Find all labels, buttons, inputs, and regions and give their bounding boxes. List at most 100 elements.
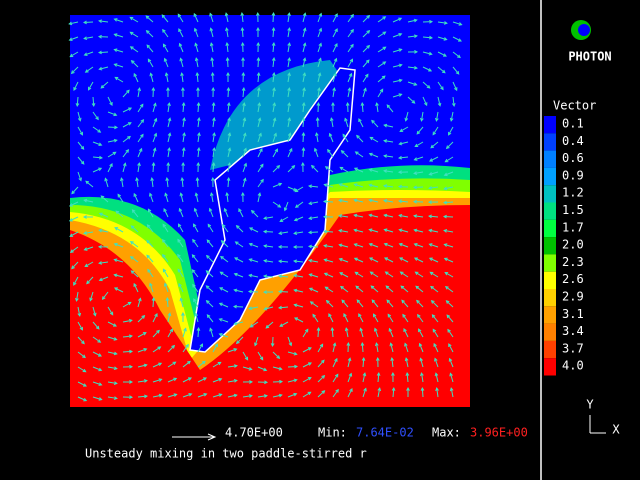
vector-arrow	[257, 88, 260, 98]
legend-swatch	[544, 150, 556, 168]
vector-arrow	[384, 257, 394, 263]
vector-arrow	[197, 343, 203, 353]
vector-arrow	[227, 163, 231, 173]
legend-swatch	[544, 167, 556, 186]
vector-arrow-head	[366, 29, 371, 34]
vector-arrow-head	[138, 147, 143, 152]
vector-arrow-head	[211, 86, 216, 91]
vector-arrow	[329, 133, 334, 143]
vector-arrow-head	[122, 162, 127, 167]
vector-arrow	[370, 271, 379, 278]
legend-swatch	[544, 306, 556, 324]
vector-arrow	[450, 388, 454, 398]
vector-arrow	[448, 126, 454, 136]
vector-arrow-head	[98, 261, 103, 265]
vector-arrow-head	[287, 117, 292, 122]
vector-arrow	[164, 283, 169, 293]
vector-arrow	[374, 328, 379, 338]
vector-arrow	[417, 314, 424, 323]
vector-field	[68, 11, 463, 402]
vector-arrow	[264, 216, 274, 219]
vector-arrow	[227, 148, 231, 158]
vector-arrow	[114, 49, 124, 53]
legend-swatch	[544, 219, 556, 238]
vector-arrow	[219, 318, 229, 323]
vector-arrow	[419, 343, 424, 353]
vector-arrow-head	[385, 285, 390, 290]
vector-arrow-head	[109, 163, 113, 167]
vector-arrow	[302, 117, 305, 128]
vector-arrow	[242, 351, 249, 360]
vector-arrow	[362, 388, 367, 398]
vector-arrow-head	[205, 254, 210, 259]
vector-arrow	[332, 389, 339, 398]
vector-arrow	[345, 328, 349, 338]
vector-arrow-head	[415, 285, 420, 290]
vector-arrow	[166, 297, 169, 308]
vector-arrow	[137, 104, 144, 113]
vector-arrow-head	[302, 57, 307, 62]
vector-arrow	[107, 336, 117, 341]
vector-arrow-head	[414, 271, 419, 276]
vector-arrow	[151, 178, 154, 188]
vector-arrow-head	[399, 257, 403, 261]
vector-arrow-head	[383, 228, 388, 232]
vector-arrow	[400, 271, 409, 278]
vector-arrow-head	[301, 102, 306, 107]
vector-arrow-head	[382, 46, 387, 51]
vector-arrow-head	[129, 395, 134, 400]
vector-arrow-head	[383, 198, 388, 203]
vector-arrow-head	[73, 87, 77, 91]
vector-arrow-head	[177, 253, 181, 258]
vector-arrow	[132, 209, 139, 218]
vector-arrow-head	[432, 131, 437, 136]
vector-arrow	[197, 393, 207, 398]
vector-arrow-head	[113, 33, 118, 37]
vector-arrow-head	[443, 21, 448, 25]
vector-arrow-head	[329, 117, 334, 122]
vector-arrow-head	[163, 282, 168, 287]
vector-arrow-head	[302, 12, 307, 17]
vector-arrow-head	[167, 132, 172, 137]
vector-arrow-head	[98, 367, 103, 372]
field-region	[70, 205, 470, 407]
vector-arrow	[212, 378, 222, 383]
vector-arrow-head	[324, 286, 329, 291]
vector-arrow-head	[167, 117, 172, 122]
vector-arrow-head	[428, 186, 433, 190]
vector-arrow	[133, 193, 139, 203]
vector-arrow-head	[312, 313, 316, 318]
vector-arrow-head	[258, 132, 262, 137]
vector-arrow	[295, 201, 304, 208]
vector-arrow-head	[451, 102, 456, 107]
vector-arrow-head	[113, 273, 118, 278]
vector-arrow-head	[349, 387, 353, 392]
vector-arrow-head	[125, 148, 130, 153]
vector-arrow-head	[446, 314, 451, 319]
vector-arrow	[238, 208, 244, 218]
vector-arrow	[435, 111, 439, 121]
vector-arrow-head	[248, 273, 253, 278]
vector-arrow-head	[300, 161, 305, 166]
vector-arrow	[401, 299, 409, 308]
vector-arrow-head	[146, 239, 150, 244]
vector-arrow-head	[293, 351, 298, 356]
vector-arrow	[407, 19, 417, 23]
vector-arrow-head	[347, 357, 352, 362]
vector-arrow-head	[127, 135, 131, 140]
vector-arrow-head	[226, 102, 231, 107]
vector-arrow	[361, 342, 364, 353]
vector-arrow	[209, 328, 214, 338]
vector-arrow	[264, 245, 274, 248]
vector-arrow-head	[209, 42, 214, 47]
vector-arrow-head	[256, 26, 260, 31]
legend-swatch	[544, 358, 556, 376]
vector-arrow-head	[430, 144, 435, 149]
vector-arrow	[445, 156, 454, 163]
vector-arrow-head	[273, 132, 277, 137]
vector-arrow	[137, 148, 143, 158]
vector-arrow	[85, 66, 94, 73]
vector-arrow	[122, 319, 132, 323]
vector-arrow	[137, 315, 145, 323]
vector-arrow	[182, 102, 185, 113]
